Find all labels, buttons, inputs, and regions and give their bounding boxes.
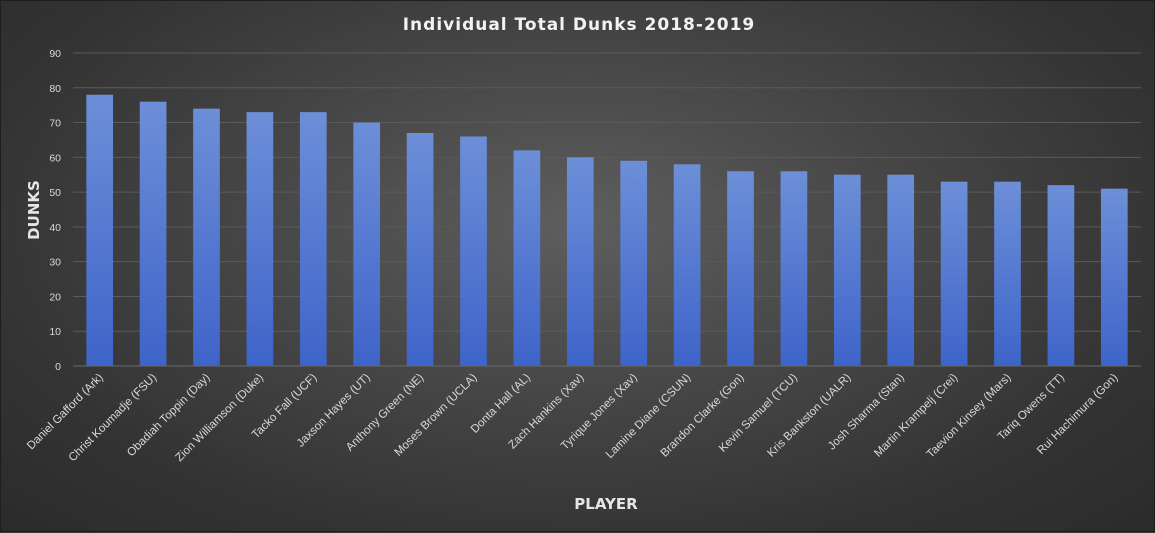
bar xyxy=(513,150,541,366)
y-tick-label: 70 xyxy=(49,118,61,130)
y-tick-label: 30 xyxy=(49,257,61,269)
x-axis-title: PLAYER xyxy=(574,495,638,513)
y-tick-label: 50 xyxy=(49,187,61,199)
bars xyxy=(86,94,1128,367)
bar xyxy=(299,112,327,366)
bar xyxy=(86,94,114,366)
y-tick-label: 90 xyxy=(49,48,61,60)
bar xyxy=(460,136,487,366)
y-tick-label: 40 xyxy=(49,222,61,234)
bar xyxy=(193,108,220,367)
x-tick-label: Zion Williamson (Duke) xyxy=(173,372,266,465)
bar xyxy=(727,171,754,366)
bar xyxy=(673,164,701,366)
bar xyxy=(887,174,915,366)
bar xyxy=(406,132,434,366)
bar xyxy=(994,181,1021,366)
bar xyxy=(833,174,861,366)
bar xyxy=(566,157,594,366)
bar xyxy=(780,171,808,366)
chart-title: Individual Total Dunks 2018-2019 xyxy=(403,15,756,35)
y-tick-label: 20 xyxy=(49,291,61,303)
y-tick-label: 80 xyxy=(49,83,61,95)
x-tick-label: Christ Koumadje (FSU) xyxy=(67,372,160,465)
y-tick-label: 10 xyxy=(49,326,61,338)
y-axis-title: DUNKS xyxy=(25,180,43,240)
category-labels: Daniel Gafford (Ark)Christ Koumadje (FSU… xyxy=(25,372,1120,465)
bar xyxy=(620,160,648,366)
bar xyxy=(139,101,167,366)
bar xyxy=(940,181,968,366)
bar xyxy=(353,122,381,366)
bar xyxy=(1100,188,1128,366)
y-tick-label: 60 xyxy=(49,152,61,164)
y-tick-label: 0 xyxy=(55,361,61,373)
bar xyxy=(1047,185,1075,366)
bar xyxy=(246,112,274,366)
